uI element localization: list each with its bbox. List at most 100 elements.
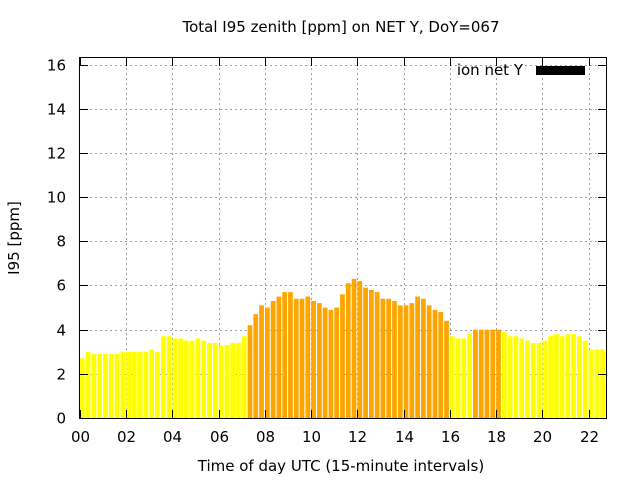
legend-swatch [536,66,585,75]
x-tick-label: 20 [533,428,552,446]
bar [305,296,311,418]
bar [600,349,605,418]
x-tick-label: 22 [580,428,599,446]
y-tick-label: 2 [56,366,66,384]
bar [172,338,178,418]
bar [340,294,345,418]
chart-title: Total I95 zenith [ppm] on NET Y, DoY=067 [181,18,499,36]
bar [253,314,259,418]
bar [582,340,588,418]
bar [409,303,415,418]
bar [363,287,368,418]
bar [334,307,340,418]
bar [345,283,351,418]
bar [386,298,392,418]
bar [207,342,212,418]
y-tick-label: 12 [47,145,66,163]
x-tick-label: 16 [441,428,460,446]
y-tick-label: 6 [56,277,66,295]
bar [328,309,334,418]
bar [455,338,461,418]
bar [80,358,85,418]
y-tick-label: 0 [56,410,66,428]
bar [160,336,166,418]
bar [143,351,149,418]
bar [594,349,600,418]
bar [484,329,490,418]
bar [426,305,432,418]
bar [189,340,195,418]
bar [322,307,328,418]
bar [571,334,577,418]
bar [126,351,131,418]
bar [178,338,184,418]
bar [184,340,189,418]
bar [490,329,496,418]
bar [519,338,525,418]
bar [264,307,270,418]
bar [421,298,426,418]
bar [397,305,403,418]
bar [103,353,108,418]
bar [201,340,207,418]
bar [247,325,253,418]
bar [97,353,103,418]
bar [212,342,218,418]
bar [467,334,473,418]
y-tick-label: 10 [47,189,66,207]
bar [380,298,386,418]
bar [473,329,478,418]
y-tick-label: 14 [47,101,66,119]
bar [276,296,282,418]
bar [553,334,559,418]
x-axis-label: Time of day UTC (15-minute intervals) [197,457,484,475]
bar [415,296,420,418]
bar [155,351,160,418]
bar [270,300,276,418]
bar [218,345,224,418]
bar [461,338,467,418]
bar [293,298,299,418]
bar [496,329,501,418]
bar [525,340,530,418]
x-tick-label: 00 [71,428,90,446]
bar [513,336,519,418]
bar [449,336,455,418]
plot-frame [79,57,607,419]
bar [316,303,322,418]
bar [438,311,444,418]
bar [85,351,91,418]
bar [542,340,548,418]
bar [369,289,374,418]
bar [311,300,316,418]
bar [357,281,363,418]
bar [444,320,449,418]
y-tick-label: 8 [56,233,66,251]
bar [282,292,288,418]
bar [230,342,236,418]
bar [137,351,143,418]
bar [536,342,542,418]
bar [108,353,114,418]
bar [224,345,230,418]
legend-label: ion net Y [457,61,524,79]
bar [351,278,357,418]
bar [403,305,409,418]
x-tick-label: 10 [302,428,321,446]
bar [559,336,565,418]
bar [241,336,247,418]
bar [132,351,137,418]
bar [548,336,553,418]
bar [114,353,120,418]
y-tick-label: 16 [47,57,66,75]
x-tick-label: 12 [348,428,367,446]
x-tick-label: 08 [256,428,275,446]
bar [236,342,241,418]
bar [374,292,380,418]
bar [120,351,126,418]
bar [432,309,438,418]
bar [392,300,397,418]
bar [577,336,582,418]
x-tick-label: 02 [117,428,136,446]
